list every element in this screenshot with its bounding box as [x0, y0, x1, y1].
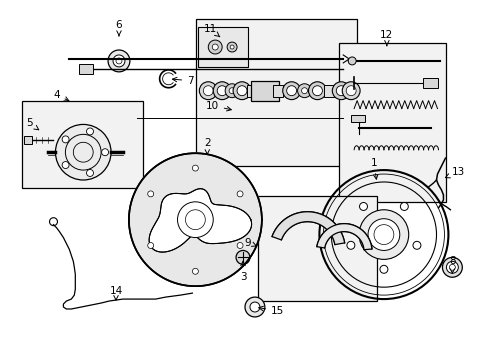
Circle shape: [229, 88, 235, 94]
Text: 3: 3: [239, 261, 246, 282]
Circle shape: [113, 55, 124, 67]
Bar: [79, 64, 93, 74]
Circle shape: [346, 86, 355, 96]
Circle shape: [86, 170, 93, 176]
Circle shape: [342, 82, 359, 100]
Bar: [198, 27, 247, 67]
Polygon shape: [271, 212, 344, 245]
Circle shape: [249, 302, 259, 312]
Polygon shape: [149, 189, 251, 252]
Bar: [196, 19, 356, 166]
Circle shape: [208, 40, 222, 54]
Text: 7: 7: [172, 76, 193, 86]
Circle shape: [379, 265, 387, 273]
Bar: [257, 196, 376, 301]
Circle shape: [347, 57, 355, 65]
Circle shape: [86, 128, 93, 135]
Circle shape: [226, 42, 237, 52]
Text: 15: 15: [258, 306, 284, 316]
Text: 13: 13: [445, 167, 464, 178]
Circle shape: [199, 82, 217, 100]
Bar: [246, 85, 256, 96]
Circle shape: [301, 88, 307, 94]
Bar: [250, 81, 278, 100]
Circle shape: [359, 203, 366, 211]
Bar: [350, 114, 365, 122]
Text: 14: 14: [109, 286, 122, 300]
Text: 8: 8: [448, 256, 455, 273]
Text: 11: 11: [203, 24, 219, 37]
Circle shape: [442, 257, 461, 277]
Circle shape: [237, 86, 246, 96]
Bar: [24, 136, 32, 144]
Bar: [339, 43, 446, 202]
Circle shape: [336, 86, 346, 96]
Polygon shape: [129, 153, 262, 286]
Circle shape: [55, 125, 111, 180]
Circle shape: [233, 82, 250, 100]
Circle shape: [236, 251, 249, 264]
Polygon shape: [149, 189, 251, 252]
Circle shape: [230, 45, 234, 49]
Circle shape: [177, 202, 213, 238]
Text: 9: 9: [244, 238, 256, 248]
Circle shape: [203, 86, 213, 96]
Text: 12: 12: [380, 30, 393, 46]
Text: 5: 5: [26, 118, 39, 130]
Circle shape: [282, 82, 300, 100]
Circle shape: [286, 86, 296, 96]
Circle shape: [446, 261, 457, 273]
Circle shape: [108, 50, 130, 72]
Circle shape: [62, 136, 69, 143]
Text: 10: 10: [205, 100, 231, 111]
Bar: [324, 85, 334, 96]
Circle shape: [308, 82, 325, 100]
Circle shape: [62, 162, 69, 168]
Bar: [21, 100, 142, 188]
Text: 1: 1: [370, 158, 377, 179]
Circle shape: [192, 165, 198, 171]
Text: 6: 6: [116, 20, 122, 36]
Circle shape: [237, 243, 243, 248]
Polygon shape: [316, 224, 371, 250]
Circle shape: [412, 241, 420, 249]
Circle shape: [400, 203, 407, 211]
Circle shape: [237, 191, 243, 197]
Circle shape: [147, 191, 153, 197]
Circle shape: [212, 44, 218, 50]
Circle shape: [332, 82, 349, 100]
Circle shape: [312, 86, 322, 96]
Circle shape: [224, 84, 239, 98]
Text: 2: 2: [203, 138, 210, 154]
Bar: [422, 78, 438, 88]
Circle shape: [346, 241, 354, 249]
Circle shape: [213, 82, 231, 100]
Circle shape: [358, 210, 408, 260]
Circle shape: [367, 219, 399, 251]
Bar: [272, 85, 282, 96]
Circle shape: [244, 297, 264, 317]
Circle shape: [217, 86, 226, 96]
Text: 4: 4: [53, 90, 69, 101]
Circle shape: [297, 84, 311, 98]
Circle shape: [147, 243, 153, 248]
Circle shape: [102, 149, 108, 156]
Circle shape: [192, 268, 198, 274]
